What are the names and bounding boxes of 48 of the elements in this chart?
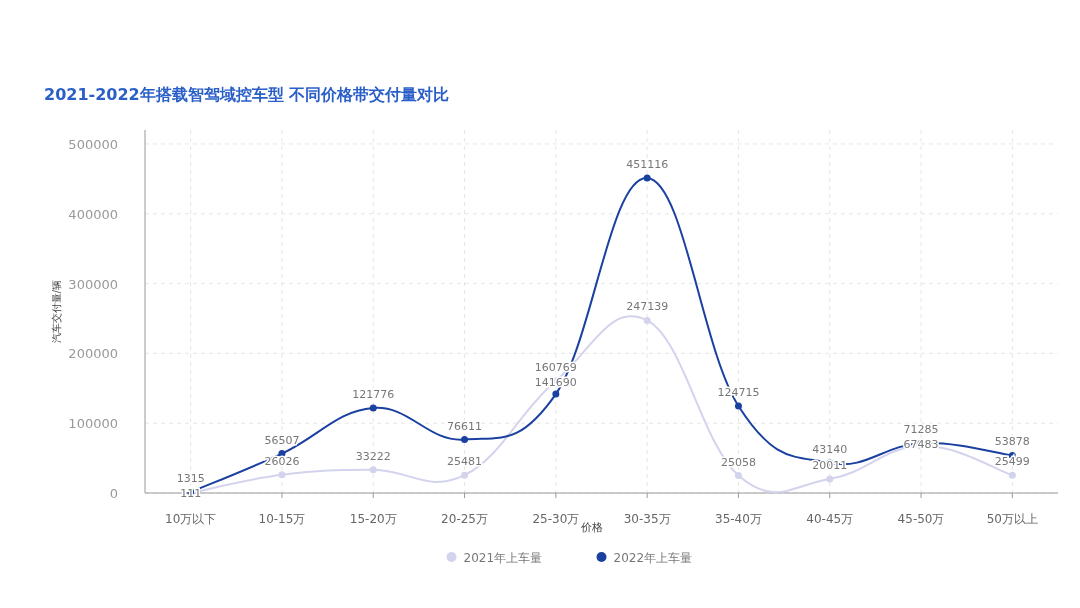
point [643, 174, 651, 182]
x-tick-label: 30-35万 [623, 512, 671, 526]
x-tick-label: 50万以上 [986, 512, 1038, 526]
x-tick-label: 40-45万 [806, 512, 854, 526]
data-label: 53878 [994, 435, 1030, 449]
data-label: 451116 [626, 158, 669, 172]
data-label: 1315 [176, 472, 205, 486]
y-tick-label: 200000 [68, 346, 118, 362]
data-label: 121776 [352, 387, 395, 401]
data-label: 25499 [994, 455, 1030, 469]
point [369, 404, 377, 412]
x-tick-label: 10万以下 [165, 512, 217, 526]
legend-label: 2021年上车量 [463, 551, 543, 565]
y-tick-label: 400000 [68, 206, 118, 222]
y-axis-title: 汽车交付量/辆 [51, 279, 62, 344]
y-tick-label: 500000 [68, 136, 118, 152]
data-label: 247139 [626, 300, 669, 314]
x-tick-label: 25-30万 [532, 512, 580, 526]
y-tick-label: 0 [109, 486, 118, 501]
x-tick-label: 45-50万 [897, 512, 945, 526]
data-label: 33222 [355, 449, 391, 463]
data-label: 76611 [447, 419, 483, 433]
legend-label: 2022年上车量 [613, 551, 693, 565]
point [552, 390, 560, 398]
chart-title: 2021-2022年搭载智驾域控车型 不同价格带交付量对比 [44, 85, 450, 104]
data-label: 71285 [903, 423, 939, 437]
point [1008, 471, 1016, 479]
x-tick-label: 15-20万 [349, 512, 397, 526]
x-tick-label: 10-15万 [258, 512, 306, 526]
point [734, 472, 742, 480]
data-label: 25481 [447, 455, 483, 469]
data-label: 43140 [812, 442, 848, 456]
x-axis-title: 价格 [579, 521, 603, 534]
data-label: 25058 [720, 455, 756, 469]
point [826, 475, 834, 483]
point [734, 402, 742, 410]
data-label: 111 [180, 487, 202, 501]
y-tick-label: 300000 [68, 276, 118, 292]
point [369, 466, 377, 474]
x-tick-label: 20-25万 [441, 512, 488, 526]
data-label: 26026 [264, 454, 300, 468]
point [643, 316, 651, 324]
y-tick-label: 100000 [68, 416, 118, 432]
point [278, 471, 286, 479]
point [461, 471, 469, 479]
data-label: 56507 [264, 433, 300, 447]
point [461, 436, 469, 444]
x-tick-label: 35-40万 [715, 512, 762, 526]
